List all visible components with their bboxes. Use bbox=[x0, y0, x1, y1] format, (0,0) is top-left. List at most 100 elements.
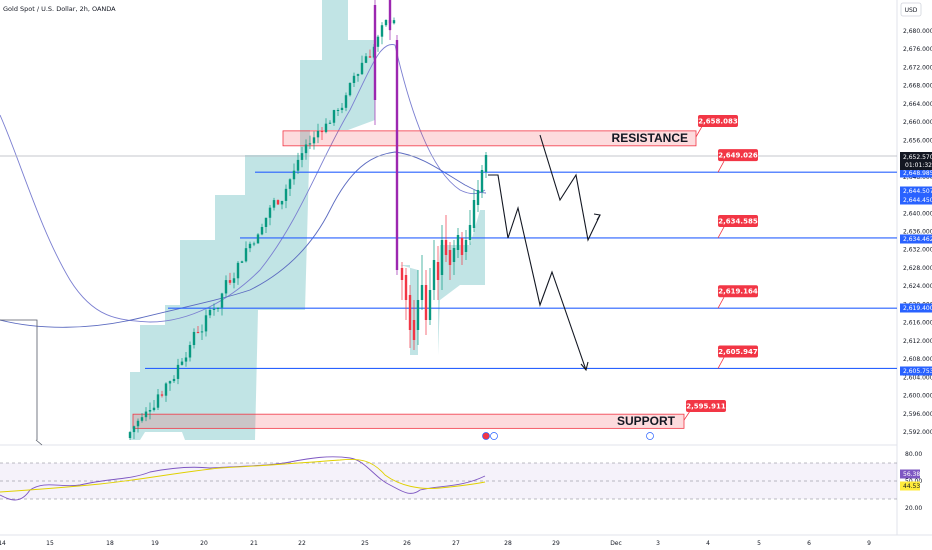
candle bbox=[232, 272, 236, 289]
rsi-value-tag bbox=[900, 481, 920, 491]
candle-body bbox=[296, 159, 300, 171]
candle-body bbox=[420, 285, 424, 300]
candle bbox=[400, 262, 404, 300]
candle-body bbox=[332, 110, 336, 123]
candle bbox=[448, 242, 452, 280]
event-marker bbox=[490, 432, 498, 440]
candle bbox=[428, 268, 432, 325]
candle bbox=[472, 190, 476, 232]
time-tick-label: 6 bbox=[807, 540, 811, 547]
price-tick-label: 2,676.000 bbox=[903, 46, 932, 53]
price-tag-label: 2,648.985 bbox=[903, 170, 932, 177]
candle bbox=[444, 215, 448, 262]
candle bbox=[132, 425, 136, 440]
price-axis[interactable]: 2,680.000 2,676.000 2,672.000 2,668.000 2,66… bbox=[900, 28, 932, 512]
candle bbox=[176, 358, 180, 385]
candle bbox=[416, 270, 420, 345]
candle bbox=[260, 223, 264, 236]
time-axis[interactable]: 14 15 18 19 20 21 22 25 26 27 28 29 Dec 3 4 5 6 9 bbox=[0, 540, 871, 547]
level-price-tag-label-4: 2,605.947 bbox=[718, 348, 758, 356]
time-tick-label: 5 bbox=[757, 540, 761, 547]
level-tag-connector-1 bbox=[717, 160, 725, 173]
candle-body bbox=[136, 420, 140, 427]
candle bbox=[348, 82, 352, 97]
candle bbox=[364, 53, 368, 64]
candle bbox=[376, 34, 380, 52]
current-price-label: 2,652.570 bbox=[903, 154, 932, 161]
zone-support bbox=[132, 413, 685, 429]
moving-averages bbox=[0, 44, 487, 328]
rsi-tick-label: 80.00 bbox=[905, 451, 922, 458]
candle bbox=[360, 55, 364, 75]
candle-body bbox=[132, 426, 136, 433]
event-markers bbox=[482, 432, 654, 440]
candle bbox=[168, 380, 172, 391]
candle bbox=[208, 307, 212, 319]
candle bbox=[152, 400, 156, 412]
time-tick-label: 22 bbox=[298, 540, 306, 547]
rsi-value-label: 56.38 bbox=[903, 471, 920, 478]
candle bbox=[180, 357, 184, 366]
candle-body bbox=[468, 225, 472, 240]
price-tick-label: 2,612.000 bbox=[903, 338, 932, 345]
zone-label-support: SUPPORT bbox=[617, 414, 676, 428]
candle bbox=[296, 152, 300, 175]
candle-body bbox=[172, 378, 176, 382]
time-tick-label: 14 bbox=[0, 540, 6, 547]
candle-body bbox=[256, 234, 260, 244]
range-box-tail bbox=[35, 439, 43, 446]
candle-body bbox=[156, 394, 160, 408]
candle-body bbox=[360, 62, 364, 75]
projection-lower-path bbox=[488, 174, 587, 371]
candle-body bbox=[268, 207, 272, 218]
price-tick-label: 2,632.000 bbox=[903, 247, 932, 254]
candle bbox=[328, 120, 332, 124]
price-tick-label: 2,616.000 bbox=[903, 320, 932, 327]
candle-body bbox=[464, 240, 468, 252]
level-price-tag-1 bbox=[718, 149, 758, 162]
candle-body bbox=[220, 293, 224, 308]
sr-zones: RESISTANCE 2,658.083 SUPPORT 2,595.911 bbox=[132, 115, 738, 429]
zone-price-tag bbox=[686, 400, 726, 412]
candle bbox=[216, 307, 220, 312]
candle-body bbox=[288, 179, 292, 189]
highlight-region-2 bbox=[400, 210, 485, 355]
zone-label-resistance: RESISTANCE bbox=[612, 131, 688, 145]
candle-body bbox=[168, 381, 172, 384]
candle bbox=[272, 197, 276, 211]
projection-lower-arrowhead bbox=[580, 361, 589, 372]
highlight-region-1 bbox=[130, 0, 375, 440]
level-price-tag-label-2: 2,634.585 bbox=[718, 217, 758, 225]
candle bbox=[320, 127, 324, 141]
candle bbox=[412, 300, 416, 350]
candle bbox=[308, 135, 312, 149]
candle-body bbox=[144, 411, 148, 418]
candle bbox=[368, 49, 372, 58]
candle-body bbox=[160, 394, 164, 396]
level-price-tag-3 bbox=[718, 285, 758, 298]
price-tick-label: 2,600.000 bbox=[903, 393, 932, 400]
candle bbox=[340, 103, 344, 114]
candle bbox=[392, 17, 396, 25]
time-tick-label: 19 bbox=[151, 540, 159, 547]
candle-body bbox=[428, 290, 432, 320]
candle bbox=[332, 109, 336, 126]
currency-button[interactable]: USD bbox=[900, 2, 922, 17]
candle-body bbox=[392, 20, 396, 24]
candle-body bbox=[364, 56, 368, 63]
candle bbox=[172, 375, 176, 383]
price-tag-label: 2,644.507 bbox=[903, 188, 932, 195]
price-tick-label: 2,604.000 bbox=[903, 374, 932, 381]
time-tick-label: 3 bbox=[656, 540, 660, 547]
candle bbox=[336, 108, 340, 116]
time-tick-label: 25 bbox=[361, 540, 369, 547]
candle-body bbox=[244, 248, 248, 262]
candle bbox=[468, 210, 472, 245]
candle-body bbox=[196, 331, 200, 333]
highlight-regions bbox=[130, 0, 485, 440]
candle-body bbox=[140, 417, 144, 421]
rsi-value-label: 44.53 bbox=[903, 483, 920, 490]
candle bbox=[432, 240, 436, 300]
